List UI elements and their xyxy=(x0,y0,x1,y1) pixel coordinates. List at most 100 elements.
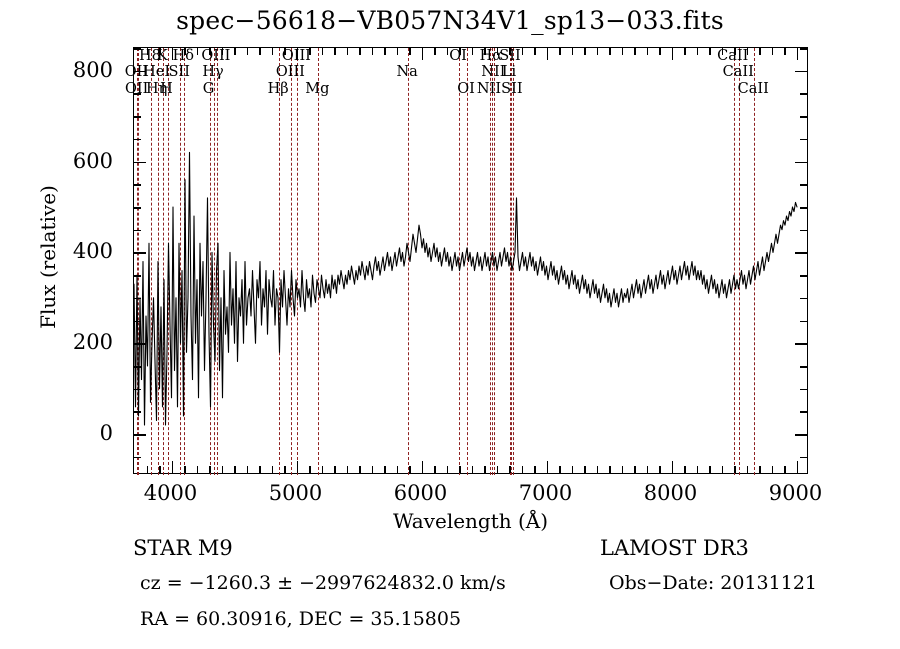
x-tick-top-8100 xyxy=(684,48,686,55)
x-tick-top-4400 xyxy=(221,48,223,55)
x-tick-top-6500 xyxy=(484,48,486,55)
x-tick-top-3800 xyxy=(146,48,148,55)
x-tick-5500 xyxy=(359,466,361,473)
line-marker-CaII xyxy=(733,48,735,475)
x-tick-top-8800 xyxy=(771,48,773,55)
y-tick-300 xyxy=(134,297,141,300)
line-marker-G xyxy=(209,48,211,475)
line-label-SII: SII xyxy=(501,81,523,97)
x-tick-7100 xyxy=(559,466,561,473)
y-tick-100 xyxy=(134,388,141,391)
x-tick-top-5400 xyxy=(346,48,348,55)
x-tick-8700 xyxy=(759,466,761,473)
x-tick-label-7000: 7000 xyxy=(518,481,573,505)
x-tick-6400 xyxy=(471,466,473,473)
x-tick-7200 xyxy=(571,466,573,473)
x-tick-label-9000: 9000 xyxy=(768,481,823,505)
x-tick-4600 xyxy=(246,466,248,473)
x-tick-4400 xyxy=(221,466,223,473)
line-label-CaII: CaII xyxy=(722,64,754,80)
line-label-Na: Na xyxy=(396,64,418,80)
y-tick-400 xyxy=(134,252,146,254)
line-label-HeI: HeI xyxy=(143,64,171,80)
x-tick-top-7800 xyxy=(646,48,648,55)
line-label-H8: H8 xyxy=(138,48,161,64)
x-tick-top-6000 xyxy=(421,48,423,60)
line-label-H: Hβ xyxy=(267,81,289,97)
plot-frame xyxy=(133,47,808,475)
x-tick-top-8600 xyxy=(746,48,748,55)
x-tick-7300 xyxy=(584,466,586,473)
x-tick-top-4000 xyxy=(171,48,173,60)
x-tick-top-5200 xyxy=(321,48,323,55)
y-tick-0 xyxy=(134,434,146,436)
y-tick-right-50 xyxy=(800,411,807,413)
x-tick-top-9000 xyxy=(796,48,798,60)
y-tick-label-400: 400 xyxy=(72,239,113,264)
x-tick-top-4700 xyxy=(259,48,261,55)
y-tick-550 xyxy=(134,184,141,186)
x-tick-label-4000: 4000 xyxy=(143,481,198,505)
x-tick-top-4300 xyxy=(209,48,211,55)
x-tick-top-6300 xyxy=(459,48,461,55)
spectrum-polyline xyxy=(134,151,798,426)
line-marker-H xyxy=(491,48,493,475)
y-tick-200 xyxy=(134,343,146,345)
y-tick-right-400 xyxy=(795,252,807,254)
y-tick-right--50 xyxy=(800,456,807,459)
y-axis-title: Flux (relative) xyxy=(36,185,60,329)
line-label-OII: OII xyxy=(124,81,149,97)
line-label-Li: Li xyxy=(501,64,517,80)
x-tick-6000 xyxy=(421,461,423,473)
y-tick-label-200: 200 xyxy=(72,330,113,355)
line-marker-Na xyxy=(408,48,410,475)
x-tick-top-5900 xyxy=(409,48,411,55)
x-tick-top-7600 xyxy=(621,48,623,55)
y-tick-150 xyxy=(134,366,141,368)
x-tick-label-5000: 5000 xyxy=(268,481,323,505)
y-tick--50 xyxy=(134,456,141,459)
y-tick-right-450 xyxy=(800,229,807,232)
line-label-OIII: OIII xyxy=(201,48,231,64)
line-marker-H xyxy=(214,48,215,475)
x-tick-7600 xyxy=(621,466,623,473)
line-marker-CaII xyxy=(739,48,741,475)
y-tick-right-600 xyxy=(795,161,807,164)
line-label-OIII: OIII xyxy=(281,48,311,64)
line-label-Mg: Mg xyxy=(305,81,330,97)
x-tick-top-4600 xyxy=(246,48,248,55)
x-tick-5600 xyxy=(371,466,373,473)
y-tick-right-650 xyxy=(800,138,807,141)
x-tick-6200 xyxy=(446,466,448,473)
y-tick-right-550 xyxy=(800,184,807,186)
x-tick-top-7200 xyxy=(571,48,573,55)
x-tick-top-6100 xyxy=(434,48,436,55)
y-tick-700 xyxy=(134,116,141,118)
x-tick-top-3900 xyxy=(159,48,161,55)
line-marker-CaII xyxy=(754,48,756,475)
line-label-OI: OI xyxy=(449,48,467,64)
x-tick-top-5300 xyxy=(334,48,336,55)
y-tick-label-0: 0 xyxy=(99,421,113,446)
x-tick-label-6000: 6000 xyxy=(393,481,448,505)
x-tick-6600 xyxy=(496,466,498,473)
line-marker-H xyxy=(279,48,281,475)
x-tick-top-6600 xyxy=(496,48,498,55)
line-label-H: Hα xyxy=(479,48,503,64)
y-tick-50 xyxy=(134,411,141,413)
x-tick-4800 xyxy=(271,466,273,473)
x-tick-top-8700 xyxy=(759,48,761,55)
x-tick-top-6400 xyxy=(471,48,473,55)
line-marker-OII xyxy=(137,48,139,475)
line-label-NII: NII xyxy=(481,64,506,80)
line-label-H: Hγ xyxy=(202,64,224,80)
y-tick-labels: 0 200 400 600 800 xyxy=(0,47,125,474)
line-label-H: Hη xyxy=(145,81,168,97)
line-marker-SII xyxy=(180,48,182,475)
x-tick-top-7500 xyxy=(609,48,611,55)
x-tick-8400 xyxy=(721,466,723,473)
line-label-OII: OII xyxy=(124,64,149,80)
y-tick-750 xyxy=(134,93,141,95)
x-tick-7900 xyxy=(659,466,661,473)
x-tick-top-7700 xyxy=(634,48,636,55)
